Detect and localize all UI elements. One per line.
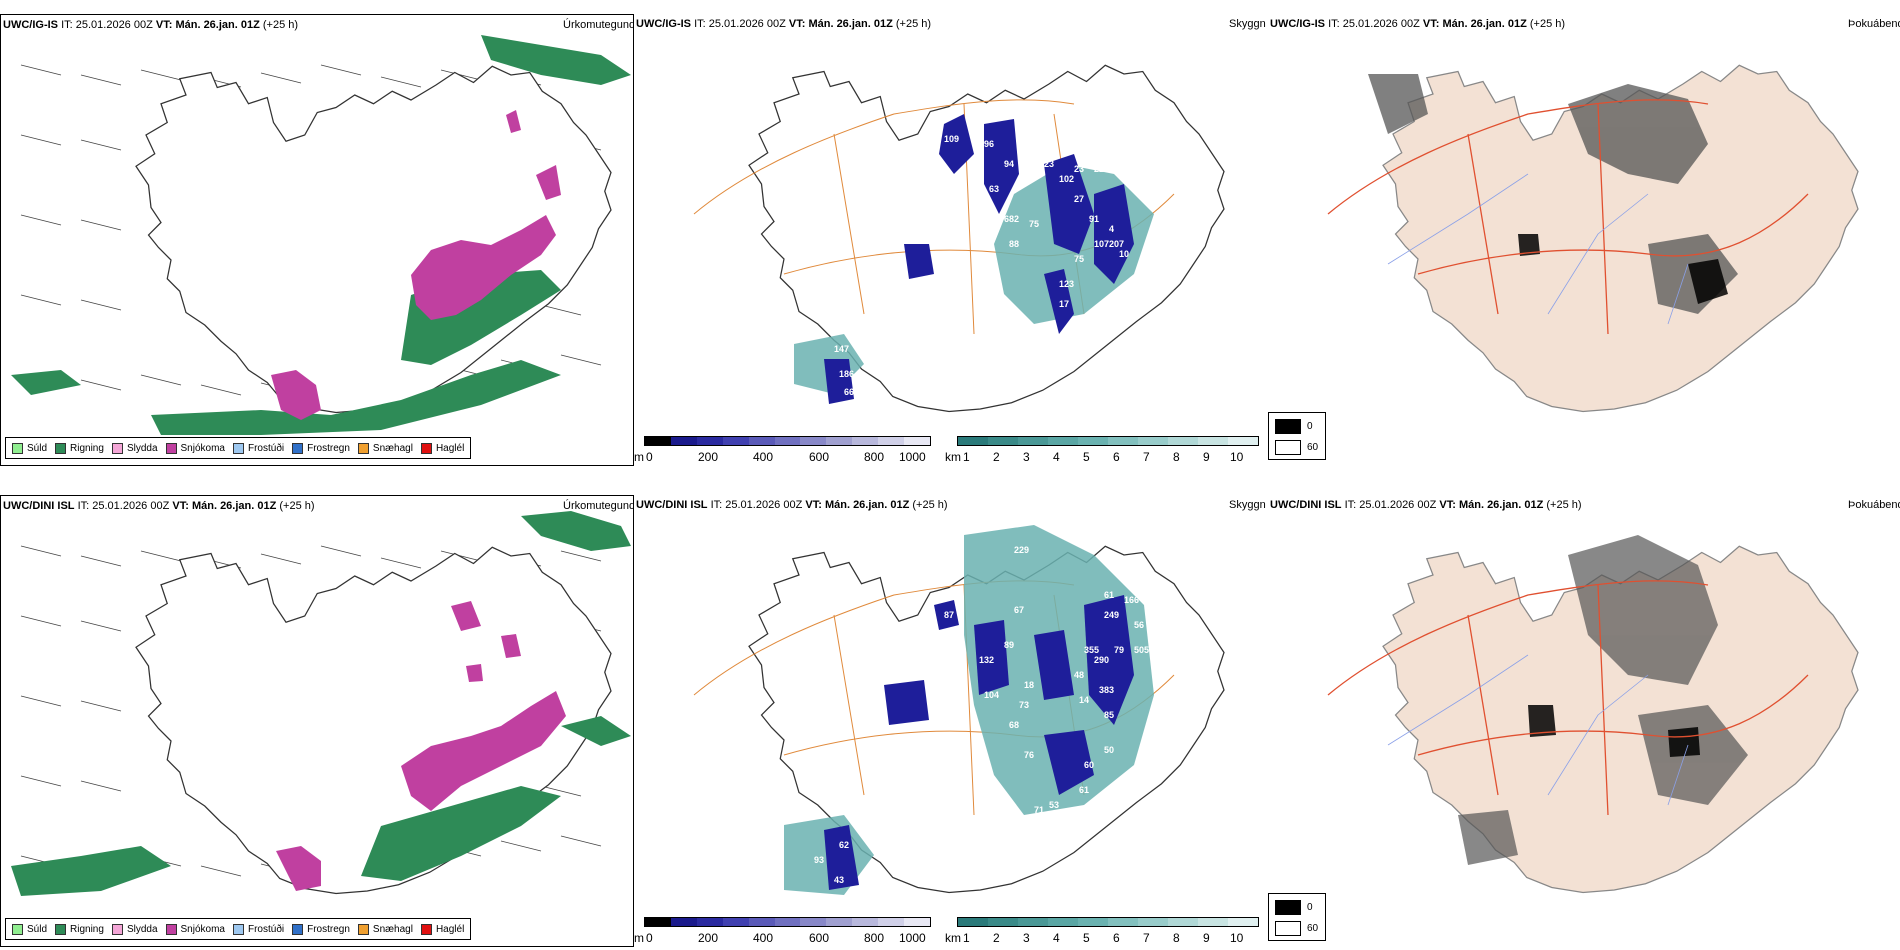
fog-header-row1: UWC/IG-IS IT: 25.01.2026 00Z VT: Mán. 26…	[1270, 18, 1566, 30]
visibility-height-label: 40	[1124, 164, 1135, 174]
visibility-height-label: 117	[934, 194, 949, 204]
precip-panel-row2: UWC/DINI ISL IT: 25.01.2026 00Z VT: Mán.…	[0, 495, 634, 947]
visibility-title-row1: Skyggni	[1229, 18, 1266, 30]
visibility-height-label: 71	[1034, 805, 1045, 815]
visibility-height-label: 290	[1094, 655, 1110, 665]
visibility-height-label: 207	[1109, 239, 1125, 249]
visibility-height-label: 229	[1014, 545, 1030, 555]
visibility-height-label: 132	[979, 655, 995, 665]
fog-legend-row1: 0 60	[1268, 412, 1326, 460]
visibility-height-label: 68	[1009, 720, 1020, 730]
visibility-height-label: 43	[834, 875, 845, 885]
visibility-height-label: 50	[1104, 745, 1115, 755]
precip-header-row2: UWC/DINI ISL IT: 25.01.2026 00Z VT: Mán.…	[3, 500, 315, 512]
visibility-height-label: 18	[1024, 680, 1035, 690]
visibility-height-label: 147	[834, 344, 850, 354]
visibility-height-label: 79	[1114, 645, 1125, 655]
visibility-height-label: 23	[1044, 159, 1055, 169]
visibility-height-label: 166	[1124, 595, 1140, 605]
visibility-height-label: 62	[839, 840, 850, 850]
precip-title-row2: Úrkomutegund	[563, 500, 634, 512]
visibility-height-label: 66	[844, 387, 855, 397]
precip-map-row1	[11, 35, 631, 435]
visibility-height-label: 186	[839, 369, 855, 379]
visibility-height-label: 89	[1004, 640, 1015, 650]
visibility-height-label: 56	[1134, 620, 1145, 630]
visibility-height-label: 505	[1134, 645, 1150, 655]
visibility-height-label: 48	[1074, 670, 1085, 680]
distance-scale-row1: km 1 2 3 4 5 6 7 8 9 10	[945, 436, 1265, 466]
visibility-height-label: 123	[1059, 279, 1075, 289]
visibility-height-label: 88	[1009, 239, 1020, 249]
distance-scale-row2: km 1 2 3 4 5 6 7 8 9 10	[945, 917, 1265, 947]
fog-panel-row1: UWC/IG-IS IT: 25.01.2026 00Z VT: Mán. 26…	[1268, 14, 1900, 464]
visibility-height-label: 73	[1019, 700, 1030, 710]
visibility-height-label: 94	[1004, 159, 1015, 169]
precip-legend-row2: Súld Rigning Slydda Snjókoma Frostúði Fr…	[5, 918, 472, 940]
visibility-height-label: 355	[1084, 645, 1100, 655]
visibility-height-label: 91	[1089, 214, 1100, 224]
precip-map-row2	[11, 511, 631, 896]
fog-map-row2	[1327, 535, 1859, 894]
visibility-height-label: 17	[1059, 299, 1070, 309]
visibility-title-row2: Skyggni	[1229, 499, 1266, 511]
visibility-panel-row2: 229 61 166 67 87 249 56 89 132 355 290 79 505 104 18 73…	[634, 495, 1266, 945]
visibility-height-label: 76	[1024, 750, 1035, 760]
visibility-height-label: 109	[944, 134, 960, 144]
visibility-height-label: 104	[984, 690, 1000, 700]
visibility-height-label: 18	[1139, 164, 1150, 174]
fog-panel-row2: UWC/DINI ISL IT: 25.01.2026 00Z VT: Mán.…	[1268, 495, 1900, 945]
visibility-height-label: 31	[1089, 144, 1100, 154]
visibility-height-label: 249	[1104, 610, 1120, 620]
visibility-height-label: 383	[1099, 685, 1115, 695]
height-scale-row2: m 0 200 400 600 800 1000	[634, 917, 934, 947]
precip-title-row1: Úrkomutegund	[563, 19, 634, 31]
height-scale-row1: m 0 200 400 600 800 1000	[634, 436, 934, 466]
visibility-map-row1	[693, 64, 1225, 413]
visibility-height-label: 27	[1074, 194, 1085, 204]
visibility-height-label: 682	[1004, 214, 1020, 224]
fog-legend-row2: 0 60	[1268, 893, 1326, 941]
visibility-height-label: 53	[909, 735, 920, 745]
visibility-header-row2: UWC/DINI ISL IT: 25.01.2026 00Z VT: Mán.…	[636, 499, 948, 511]
visibility-height-label: 14	[1079, 695, 1090, 705]
fog-map-row1	[1327, 64, 1859, 413]
visibility-height-label: 87	[944, 610, 955, 620]
visibility-height-label: 75	[1074, 254, 1085, 264]
fog-header-row2: UWC/DINI ISL IT: 25.01.2026 00Z VT: Mán.…	[1270, 499, 1582, 511]
visibility-map-row2	[693, 525, 1225, 895]
precip-header-row1: UWC/IG-IS IT: 25.01.2026 00Z VT: Mán. 26…	[3, 19, 299, 31]
precip-panel-row1: UWC/IG-IS IT: 25.01.2026 00Z VT: Mán. 26…	[0, 14, 634, 466]
visibility-height-label: 93	[814, 855, 825, 865]
visibility-height-label: 118	[979, 239, 994, 249]
visibility-height-label: 75	[1029, 219, 1040, 229]
precip-legend-row1: Súld Rigning Slydda Snjókoma Frostúði Fr…	[5, 437, 472, 459]
visibility-height-label: 4	[1109, 224, 1115, 234]
fog-title-row2: Þokuábendi	[1848, 499, 1900, 511]
visibility-height-label: 102	[1059, 174, 1075, 184]
visibility-height-label: 23	[1074, 164, 1085, 174]
visibility-height-label: 61	[1104, 590, 1115, 600]
visibility-panel-row1: 109 96 94 117 63 23 102 31 23 220 40 18 682 75 27 91 4 11…	[634, 14, 1266, 464]
visibility-height-label: 53	[1049, 800, 1060, 810]
visibility-height-label: 107	[1094, 239, 1110, 249]
visibility-height-label: 67	[1014, 605, 1025, 615]
visibility-height-label: 220	[1094, 164, 1110, 174]
visibility-height-label: 60	[1084, 760, 1095, 770]
visibility-height-label: 85	[1104, 710, 1115, 720]
fog-title-row1: Þokuábendi	[1848, 18, 1900, 30]
visibility-height-label: 10	[1119, 249, 1130, 259]
visibility-height-label: 63	[989, 184, 1000, 194]
visibility-height-label: 96	[984, 139, 995, 149]
visibility-header-row1: UWC/IG-IS IT: 25.01.2026 00Z VT: Mán. 26…	[636, 18, 932, 30]
visibility-height-label: 61	[1079, 785, 1090, 795]
